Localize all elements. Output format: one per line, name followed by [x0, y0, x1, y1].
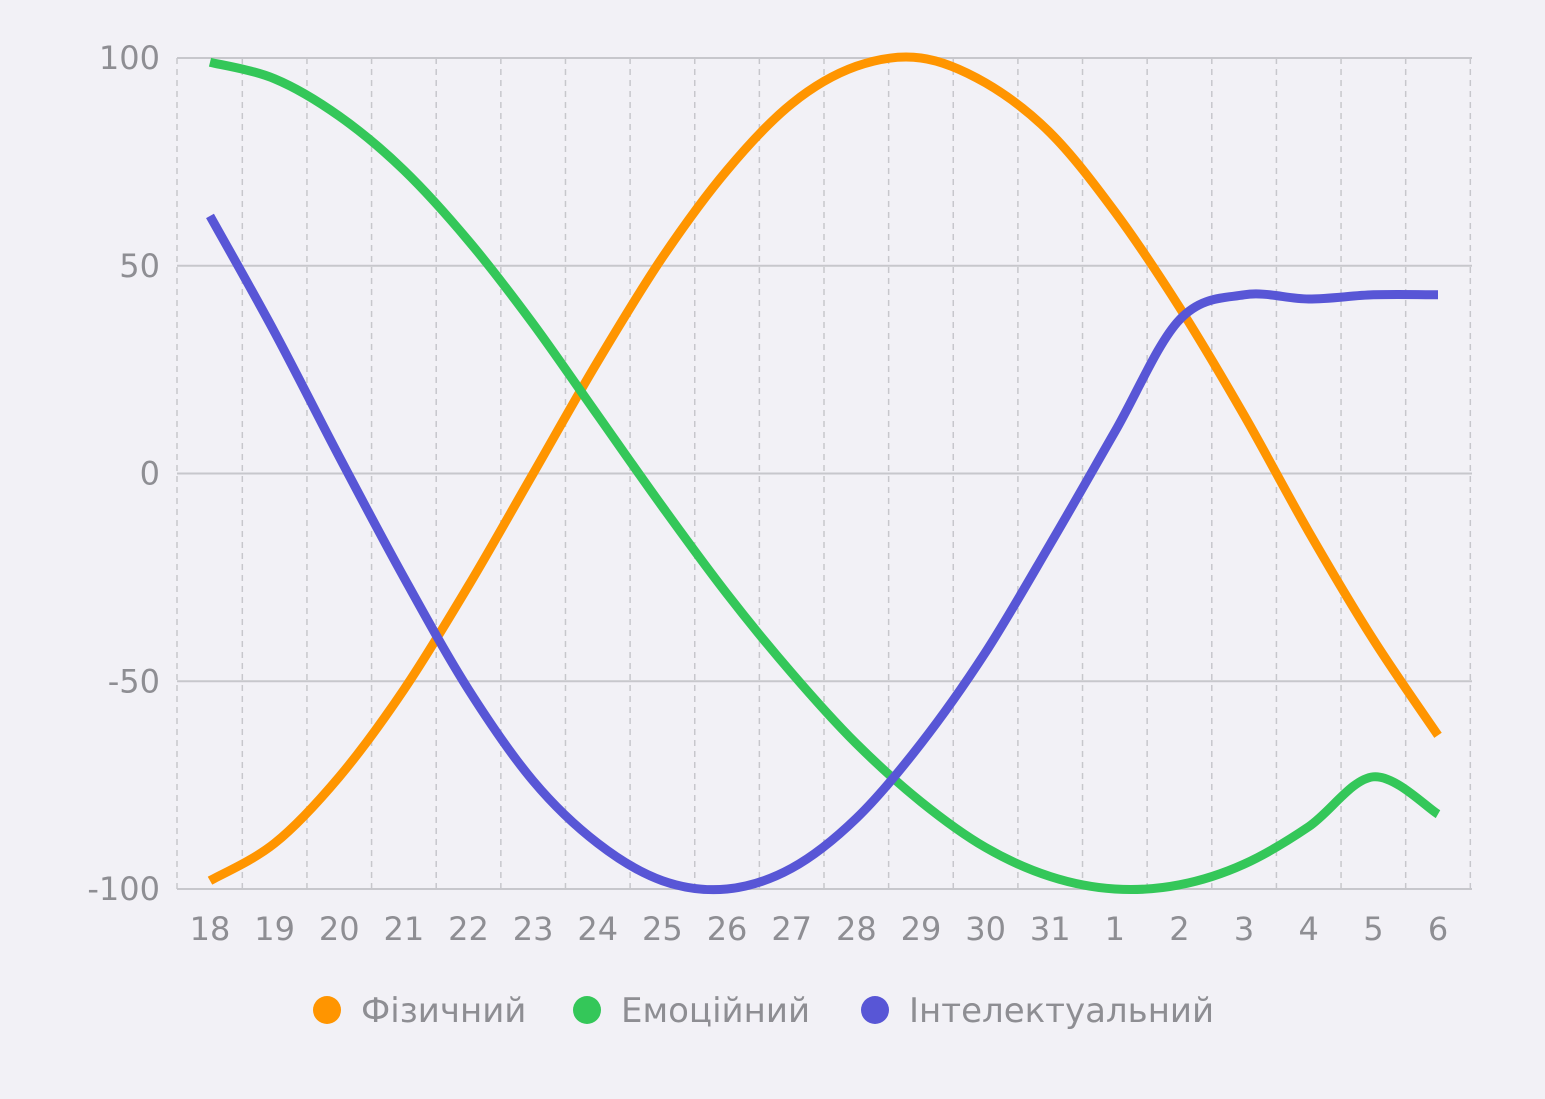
x-axis-ticks: 18 19 20 21 22 23 24 25 26 27 28 29 30 31 1 2 3 4 5 6: [190, 910, 1449, 948]
x-tick-label: 3: [1234, 910, 1254, 948]
x-tick-label: 18: [190, 910, 231, 948]
legend-label: Фізичний: [361, 991, 526, 1031]
legend-item: Інтелектуальний: [861, 991, 1214, 1031]
x-tick-label: 22: [448, 910, 489, 948]
legend-swatch: [313, 996, 341, 1024]
x-tick-label: 27: [771, 910, 812, 948]
x-tick-label: 4: [1299, 910, 1319, 948]
legend-item: Емоційний: [573, 991, 810, 1031]
y-tick-label: -50: [108, 662, 160, 700]
y-tick-label: -100: [87, 870, 160, 908]
x-tick-label: 23: [513, 910, 554, 948]
grid: [176, 57, 1472, 890]
x-tick-label: 5: [1363, 910, 1383, 948]
x-tick-label: 2: [1169, 910, 1189, 948]
x-tick-label: 31: [1030, 910, 1071, 948]
y-axis-ticks: 100 50 0 -50 -100: [87, 39, 160, 908]
legend-swatch: [573, 996, 601, 1024]
legend-swatch: [861, 996, 889, 1024]
x-tick-label: 19: [254, 910, 295, 948]
x-tick-label: 28: [836, 910, 877, 948]
legend: Фізичний Емоційний Інтелектуальний: [313, 991, 1214, 1031]
series-lines: [206, 52, 1442, 895]
x-tick-label: 6: [1428, 910, 1448, 948]
x-tick-label: 21: [384, 910, 425, 948]
x-tick-label: 1: [1105, 910, 1125, 948]
x-tick-label: 29: [901, 910, 942, 948]
x-tick-label: 26: [707, 910, 748, 948]
x-tick-label: 24: [577, 910, 618, 948]
series-line-3: [206, 213, 1439, 895]
series-line-1: [207, 52, 1442, 885]
y-tick-label: 100: [99, 39, 160, 77]
x-tick-label: 20: [319, 910, 360, 948]
x-tick-label: 25: [642, 910, 683, 948]
legend-label: Інтелектуальний: [909, 991, 1214, 1031]
x-tick-label: 30: [965, 910, 1006, 948]
y-tick-label: 50: [119, 247, 160, 285]
legend-item: Фізичний: [313, 991, 526, 1031]
y-tick-label: 0: [140, 455, 160, 493]
series-line-2: [208, 57, 1441, 895]
legend-label: Емоційний: [621, 991, 810, 1031]
